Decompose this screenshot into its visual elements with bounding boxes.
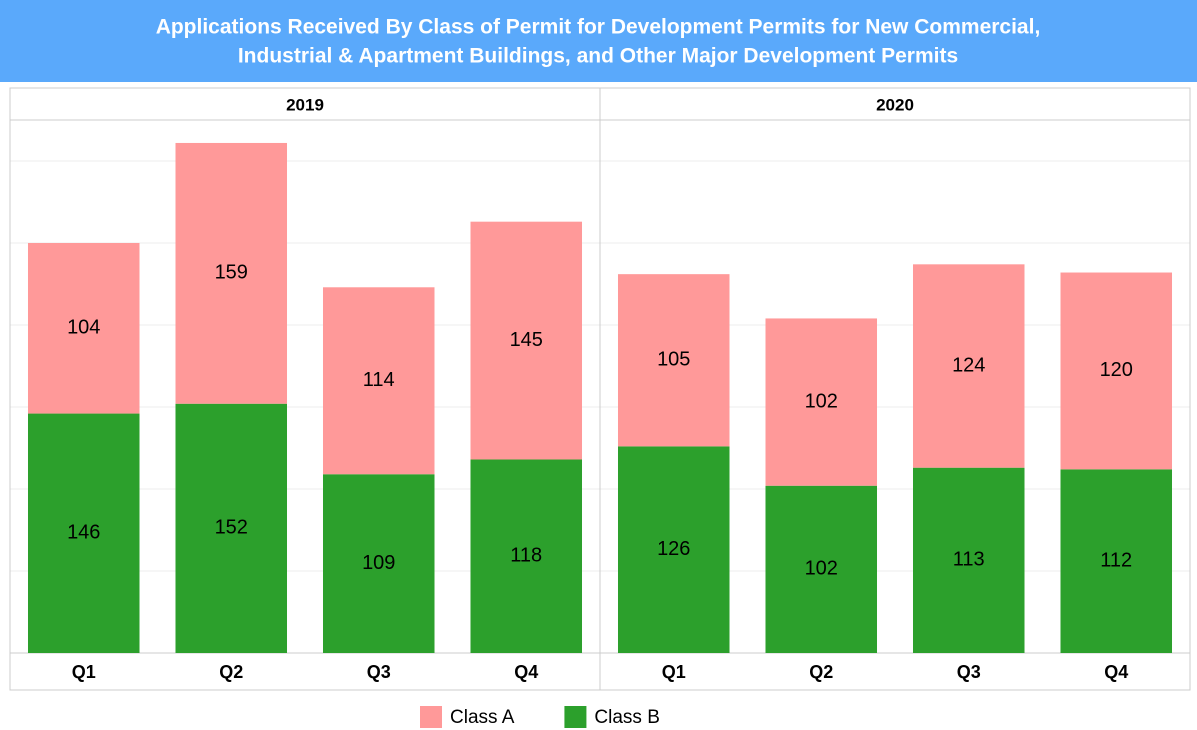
x-tick-label: Q1 <box>662 662 686 682</box>
data-label: 112 <box>1100 549 1132 571</box>
data-label: 120 <box>1100 359 1133 381</box>
x-tick-label: Q4 <box>1104 662 1128 682</box>
bar-segment <box>1060 272 1173 470</box>
bar-segment <box>27 243 140 414</box>
data-label: 114 <box>363 369 395 391</box>
bar-segment <box>912 264 1025 468</box>
data-label: 146 <box>67 522 100 544</box>
data-label: 124 <box>952 354 985 376</box>
legend-swatch <box>420 706 442 728</box>
bar-segment <box>912 467 1025 653</box>
group-label: 2019 <box>286 95 324 114</box>
x-tick-label: Q3 <box>957 662 981 682</box>
data-label: 102 <box>805 390 838 412</box>
data-label: 105 <box>657 349 690 371</box>
bar-segment <box>27 413 140 653</box>
group-label: 2020 <box>876 95 914 114</box>
bar-segment <box>765 485 878 653</box>
data-label: 152 <box>215 517 248 539</box>
data-label: 102 <box>805 558 838 580</box>
bar-segment <box>617 446 730 653</box>
bar-segment <box>175 403 288 653</box>
x-tick-label: Q2 <box>219 662 243 682</box>
x-tick-label: Q4 <box>514 662 538 682</box>
legend-label: Class B <box>594 707 659 728</box>
data-label: 109 <box>362 552 395 574</box>
chart-title: Applications Received By Class of Permit… <box>156 16 1041 39</box>
data-label: 126 <box>657 538 690 560</box>
x-tick-label: Q1 <box>72 662 96 682</box>
legend-label: Class A <box>450 707 515 728</box>
x-tick-label: Q3 <box>367 662 391 682</box>
data-label: 159 <box>215 262 248 284</box>
data-label: 118 <box>510 545 542 567</box>
legend-swatch <box>564 706 587 728</box>
data-label: 113 <box>953 549 985 571</box>
bar-segment <box>1060 469 1173 653</box>
bar-segment <box>322 287 435 475</box>
x-tick-label: Q2 <box>809 662 833 682</box>
data-label: 104 <box>67 317 100 339</box>
chart-title: Industrial & Apartment Buildings, and Ot… <box>238 45 958 68</box>
bar-segment <box>765 318 878 486</box>
bar-segment <box>617 274 730 447</box>
bar-segment <box>322 474 435 653</box>
bar-segment <box>470 459 583 653</box>
title-banner <box>0 0 1197 82</box>
bar-segment <box>470 221 583 460</box>
bar-segment <box>175 142 288 404</box>
data-label: 145 <box>510 329 543 351</box>
